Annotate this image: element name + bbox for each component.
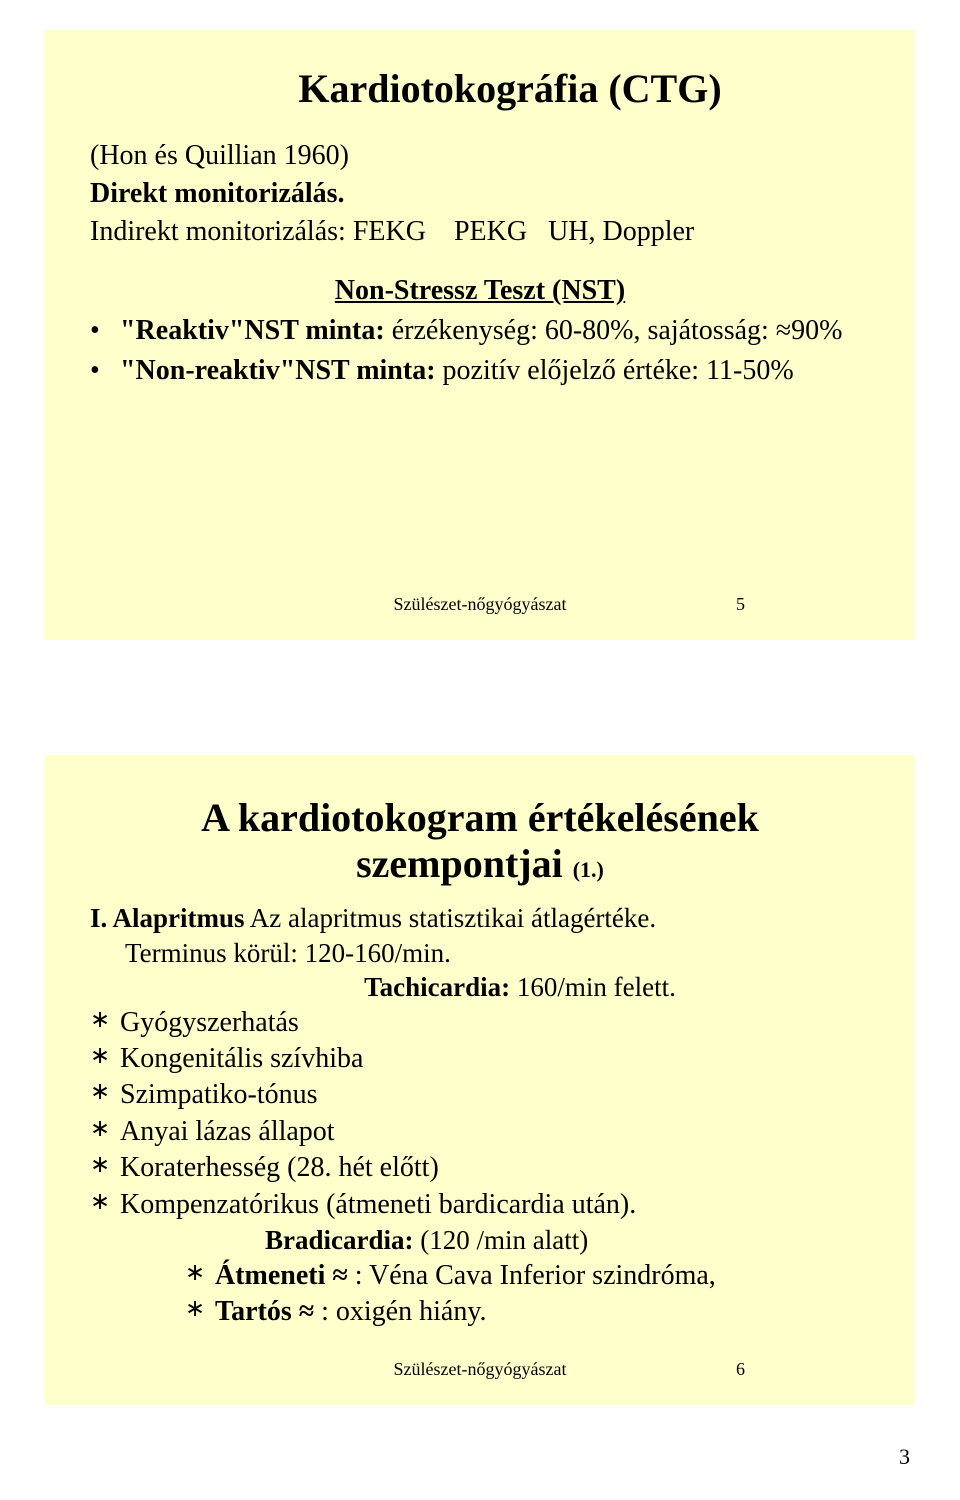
asterisk-icon: ∗ (185, 1294, 215, 1330)
slide2-title: A kardiotokogram értékelésének szempontj… (90, 795, 870, 887)
asterisk-icon: ∗ (90, 1005, 120, 1041)
slide1-line1: (Hon és Quillian 1960) (90, 137, 870, 175)
slide1-title: Kardiotokográfia (CTG) (150, 65, 870, 112)
asterisk-icon: ∗ (90, 1077, 120, 1113)
footer-slide-number: 6 (736, 1359, 745, 1380)
asterisk-icon: ∗ (185, 1258, 215, 1294)
list-item: ∗ Szimpatiko-tónus (90, 1077, 870, 1113)
bullet-dot-icon: • (90, 352, 120, 390)
asterisk-icon: ∗ (90, 1187, 120, 1223)
slide-1: Kardiotokográfia (CTG) (Hon és Quillian … (45, 30, 915, 640)
slide1-bullet-2: • "Non-reaktiv"NST minta: pozitív előjel… (90, 352, 870, 390)
page-number: 3 (899, 1444, 910, 1470)
slide1-line3: Indirekt monitorizálás: FEKG PEKG UH, Do… (90, 213, 870, 251)
slide-2: A kardiotokogram értékelésének szempontj… (45, 755, 915, 1405)
list-item: ∗ Kompenzatórikus (átmeneti bardicardia … (90, 1187, 870, 1223)
bullet-dot-icon: • (90, 312, 120, 350)
list-item: ∗ Tartós ≈ : oxigén hiány. (185, 1294, 870, 1330)
slide2-line-alapritmus: I. Alapritmus Az alapritmus statisztikai… (90, 901, 870, 936)
slide2-tachicardia: Tachicardia: 160/min felett. (170, 970, 870, 1005)
slide2-bradicardia: Bradicardia: (120 /min alatt) (265, 1223, 870, 1258)
footer-slide-number: 5 (736, 594, 745, 615)
footer-text: Szülészet-nőgyógyászat (394, 1359, 567, 1380)
slide2-footer: Szülészet-nőgyógyászat 6 (45, 1359, 915, 1380)
list-item: ∗ Koraterhesség (28. hét előtt) (90, 1150, 870, 1186)
asterisk-icon: ∗ (90, 1114, 120, 1150)
asterisk-icon: ∗ (90, 1150, 120, 1186)
list-item: ∗ Kongenitális szívhiba (90, 1041, 870, 1077)
footer-text: Szülészet-nőgyógyászat (394, 594, 567, 615)
slide1-footer: Szülészet-nőgyógyászat 5 (45, 594, 915, 615)
asterisk-icon: ∗ (90, 1041, 120, 1077)
nst-heading: Non-Stressz Teszt (NST) (90, 275, 870, 307)
slide2-line-terminus: Terminus körül: 120-160/min. (125, 936, 870, 971)
list-item: ∗ Átmeneti ≈ : Véna Cava Inferior szindr… (185, 1258, 870, 1294)
list-item: ∗ Anyai lázas állapot (90, 1114, 870, 1150)
slide2-body: I. Alapritmus Az alapritmus statisztikai… (90, 901, 870, 1330)
slide1-line2: Direkt monitorizálás. (90, 175, 870, 213)
list-item: ∗ Gyógyszerhatás (90, 1005, 870, 1041)
slide1-bullet-1: • "Reaktiv"NST minta: érzékenység: 60-80… (90, 312, 870, 350)
